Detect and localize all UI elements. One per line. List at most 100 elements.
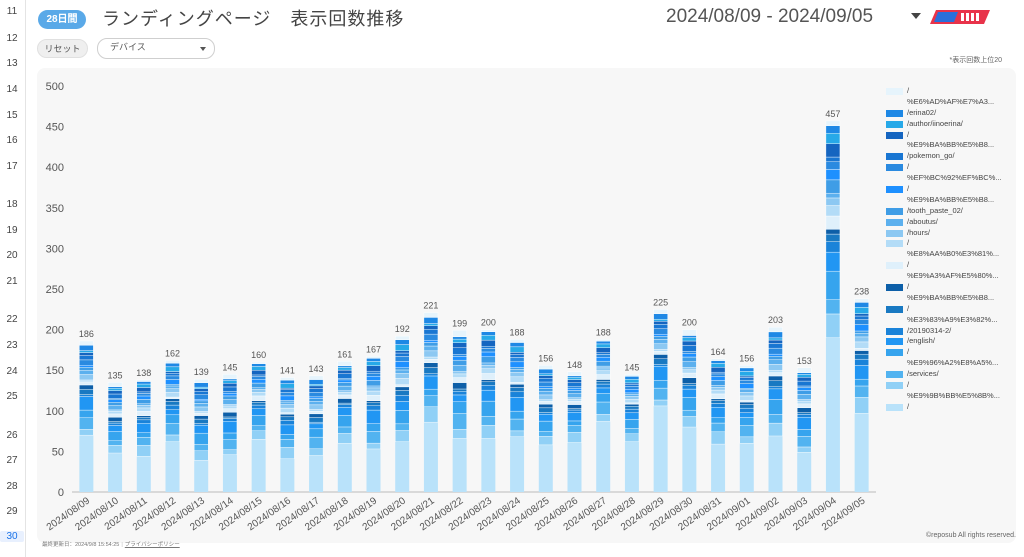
bar-segment[interactable] (538, 403, 553, 409)
bar-segment[interactable] (452, 429, 467, 439)
legend-item[interactable]: /pokemon_go/ (886, 151, 1016, 162)
bar-segment[interactable] (653, 324, 668, 329)
bar-segment[interactable] (624, 384, 640, 387)
bar-segment[interactable] (825, 215, 841, 230)
bar-segment[interactable] (194, 382, 209, 388)
bar-segment[interactable] (509, 339, 525, 343)
bar-stack[interactable] (567, 371, 582, 492)
bar-segment[interactable] (280, 392, 295, 397)
bar-segment[interactable] (194, 406, 209, 412)
bar-segment[interactable] (538, 394, 553, 400)
bar-segment[interactable] (509, 346, 525, 353)
bar-segment[interactable] (337, 367, 352, 371)
bar-segment[interactable] (194, 418, 209, 424)
bar-segment[interactable] (538, 420, 553, 432)
bar-segment[interactable] (653, 358, 668, 365)
bar-segment[interactable] (624, 441, 639, 492)
row-number[interactable]: 16 (6, 135, 18, 146)
bar-segment[interactable] (509, 369, 525, 373)
bar-segment[interactable] (624, 389, 640, 394)
row-number[interactable]: 15 (6, 110, 18, 121)
bar-segment[interactable] (739, 383, 754, 389)
bar-segment[interactable] (251, 382, 266, 388)
bar-segment[interactable] (653, 313, 668, 320)
bar-segment[interactable] (79, 340, 94, 346)
bar-segment[interactable] (825, 313, 841, 338)
bar-segment[interactable] (79, 367, 94, 371)
legend-item[interactable]: %E9%BA%BB%E5%B8... (886, 195, 1016, 206)
bar-segment[interactable] (395, 395, 410, 402)
legend-item[interactable]: / (886, 238, 1016, 249)
row-number[interactable]: 26 (6, 430, 18, 441)
bar-segment[interactable] (854, 378, 869, 387)
bar-segment[interactable] (509, 354, 525, 358)
bar-segment[interactable] (222, 418, 238, 422)
bar-segment[interactable] (538, 436, 553, 446)
bar-segment[interactable] (423, 356, 439, 360)
bar-segment[interactable] (768, 375, 783, 381)
legend-item[interactable]: / (886, 282, 1016, 293)
bar-segment[interactable] (825, 337, 840, 492)
bar-segment[interactable] (79, 409, 94, 418)
legend-item[interactable]: /20190314-2/ (886, 326, 1016, 337)
bar-segment[interactable] (682, 385, 697, 390)
bar-segment[interactable] (308, 423, 324, 430)
bar-segment[interactable] (624, 408, 640, 414)
bar-segment[interactable] (79, 365, 94, 368)
bar-segment[interactable] (797, 416, 812, 430)
bar-segment[interactable] (797, 400, 812, 405)
bar-segment[interactable] (194, 391, 209, 395)
bar-segment[interactable] (165, 401, 180, 406)
bar-segment[interactable] (280, 424, 295, 435)
bar-segment[interactable] (280, 395, 295, 401)
bar-segment[interactable] (538, 414, 553, 422)
bar-segment[interactable] (797, 412, 812, 415)
bar-segment[interactable] (107, 387, 123, 391)
legend-item[interactable]: %E9%A3%AF%E5%80%... (886, 271, 1016, 282)
bar-segment[interactable] (739, 425, 754, 438)
bar-segment[interactable] (251, 363, 266, 367)
bar-segment[interactable] (509, 418, 525, 432)
legend-item[interactable]: / (886, 86, 1016, 97)
bar-segment[interactable] (165, 423, 180, 436)
bar-segment[interactable] (452, 382, 467, 390)
row-number[interactable]: 27 (6, 455, 18, 466)
bar-segment[interactable] (481, 335, 496, 341)
bar-segment[interactable] (136, 456, 151, 492)
bar-segment[interactable] (682, 383, 697, 386)
bar-segment[interactable] (395, 384, 410, 388)
bar-segment[interactable] (653, 334, 668, 337)
bar-segment[interactable] (682, 356, 697, 362)
bar-segment[interactable] (797, 380, 812, 387)
bar-segment[interactable] (509, 397, 525, 412)
device-filter-select[interactable]: デバイス (97, 38, 215, 59)
bar-segment[interactable] (854, 413, 869, 492)
bar-segment[interactable] (79, 381, 94, 386)
bar-segment[interactable] (567, 371, 582, 377)
bar-segment[interactable] (481, 425, 496, 439)
bar-segment[interactable] (395, 367, 410, 371)
bar-segment[interactable] (854, 358, 869, 366)
bar-stack[interactable] (538, 365, 553, 492)
bar-segment[interactable] (337, 390, 352, 393)
bar-segment[interactable] (710, 393, 726, 400)
bar-segment[interactable] (854, 385, 869, 398)
row-number[interactable]: 14 (6, 84, 18, 95)
bar-segment[interactable] (739, 400, 754, 403)
bar-segment[interactable] (107, 422, 123, 426)
bar-segment[interactable] (395, 344, 410, 351)
bar-segment[interactable] (337, 443, 352, 492)
bar-stack[interactable] (280, 377, 295, 492)
bar-segment[interactable] (194, 386, 209, 389)
bar-segment[interactable] (79, 352, 94, 356)
bar-segment[interactable] (395, 373, 410, 379)
bar-segment[interactable] (509, 430, 525, 437)
bar-segment[interactable] (79, 345, 94, 351)
bar-segment[interactable] (165, 388, 180, 393)
bar-segment[interactable] (596, 374, 611, 380)
bar-segment[interactable] (79, 370, 94, 375)
bar-segment[interactable] (509, 376, 525, 383)
bar-segment[interactable] (567, 386, 582, 389)
bar-segment[interactable] (624, 403, 640, 407)
legend-item[interactable]: %E6%AD%AF%E7%A3... (886, 97, 1016, 108)
